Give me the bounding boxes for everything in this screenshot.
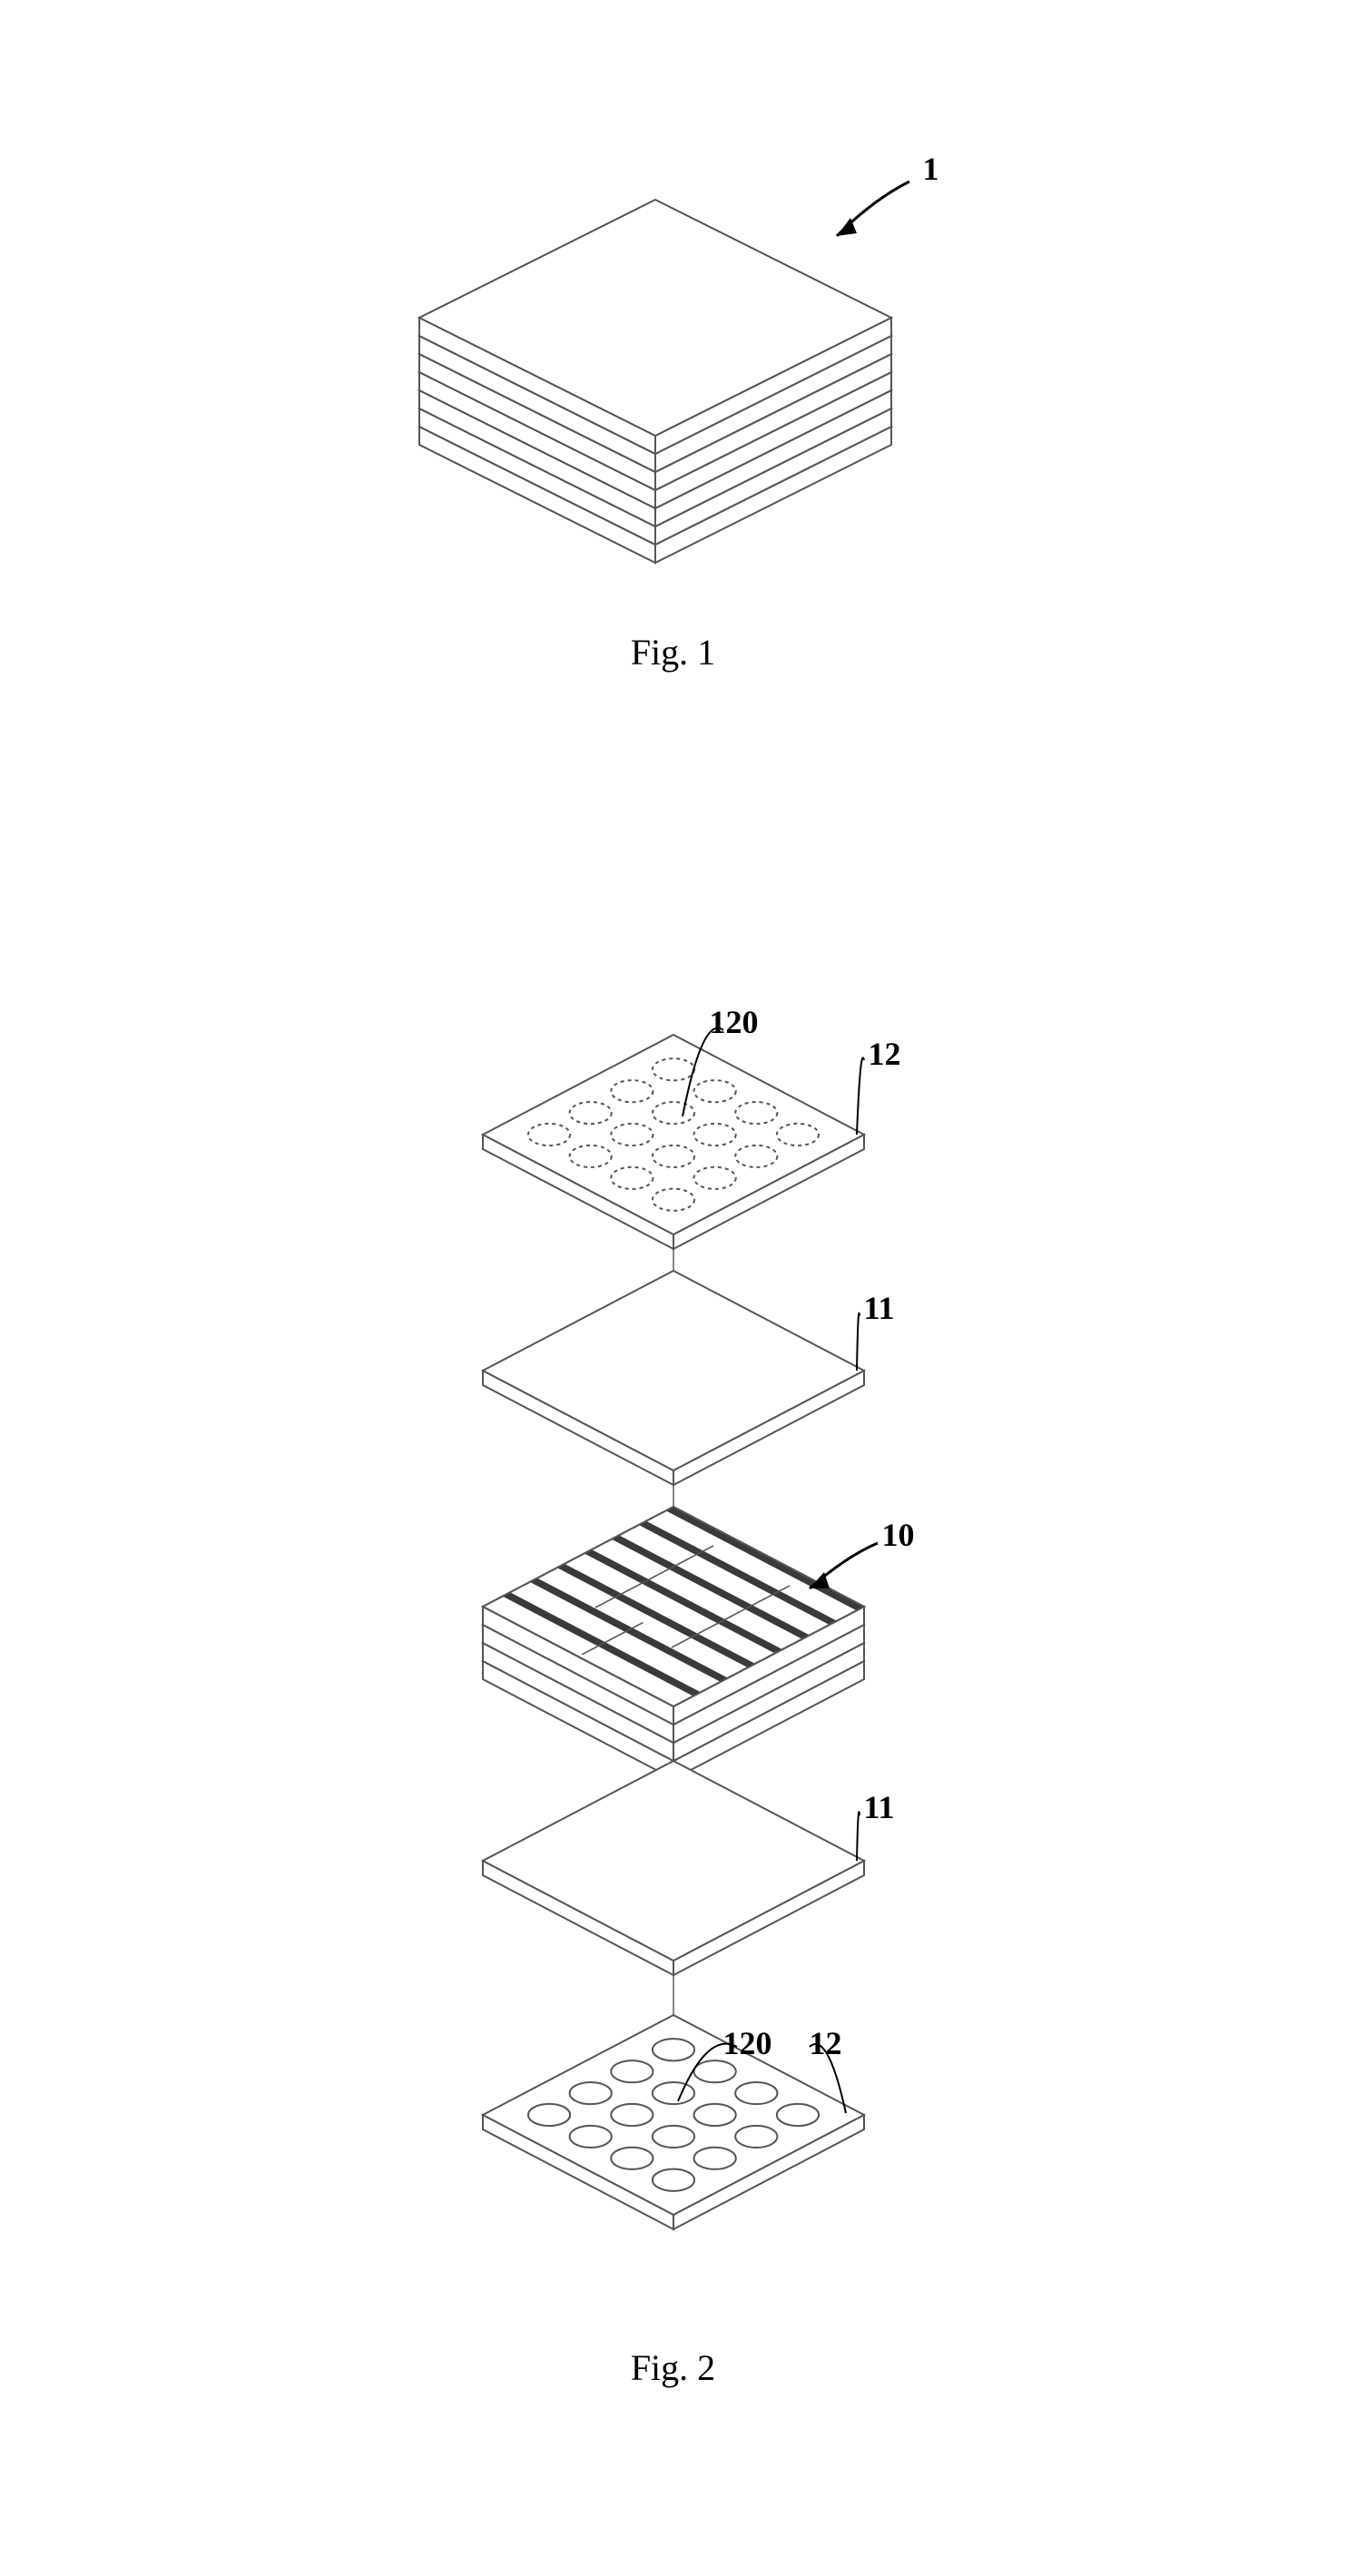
figure-1-svg <box>329 145 1018 599</box>
fig2-label-10: 10 <box>882 1516 915 1554</box>
fig2-label-11-bot: 11 <box>864 1788 895 1826</box>
fig2-label-12-bot: 12 <box>810 2024 842 2062</box>
assembly-pointer <box>837 182 909 236</box>
figure-2-svg <box>265 953 1082 2315</box>
figure-1-assembly-label: 1 <box>923 150 939 188</box>
fig2-label-120-bot: 120 <box>723 2024 772 2062</box>
figure-2: 120 12 11 10 11 120 12 Fig. 2 <box>265 953 1082 2389</box>
figure-2-caption: Fig. 2 <box>265 2346 1082 2389</box>
fig2-label-120-top: 120 <box>710 1003 759 1041</box>
page: 1 Fig. 1 120 12 11 10 11 120 12 Fig. 2 <box>0 0 1346 2576</box>
fig2-label-12-top: 12 <box>869 1035 901 1073</box>
figure-1: 1 Fig. 1 <box>329 145 1018 673</box>
fig2-label-11-top: 11 <box>864 1289 895 1327</box>
figure-1-caption: Fig. 1 <box>329 631 1018 673</box>
